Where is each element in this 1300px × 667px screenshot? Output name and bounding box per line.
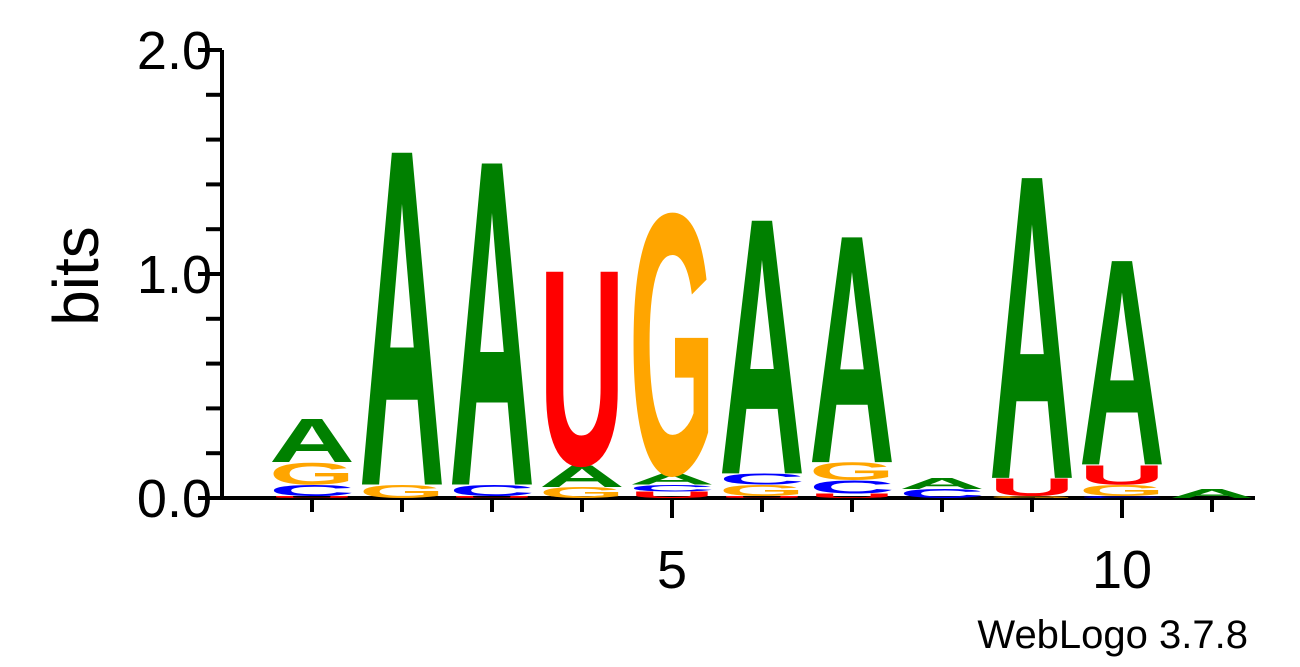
stack-position-9: GUA bbox=[989, 84, 1075, 571]
glyph-A: A bbox=[1079, 198, 1165, 528]
glyph-G: G bbox=[989, 495, 1075, 498]
glyph-U: U bbox=[629, 490, 715, 500]
glyph-C: C bbox=[449, 482, 535, 499]
glyph-G: G bbox=[629, 137, 715, 553]
y-axis-label: bits bbox=[40, 226, 112, 326]
glyph-G: G bbox=[539, 484, 625, 501]
glyph-U: U bbox=[809, 492, 895, 499]
stack-position-8: CA bbox=[899, 475, 985, 501]
glyph-C: C bbox=[629, 483, 715, 493]
stack-position-4: GAU bbox=[539, 212, 625, 524]
glyph-A: A bbox=[359, 49, 445, 588]
weblogo-credit: WebLogo 3.7.8 bbox=[977, 613, 1248, 657]
glyph-G: G bbox=[809, 458, 895, 486]
x-tick-label: 10 bbox=[1092, 540, 1152, 600]
stack-position-3: UCA bbox=[449, 63, 535, 585]
glyph-A: A bbox=[539, 458, 625, 493]
glyph-C: C bbox=[809, 477, 895, 498]
glyph-C: C bbox=[1079, 495, 1165, 498]
glyph-U: U bbox=[539, 212, 625, 524]
glyph-A: A bbox=[809, 167, 895, 532]
stack-position-2: GA bbox=[359, 49, 445, 588]
glyph-C: C bbox=[899, 487, 985, 501]
glyph-G: G bbox=[1079, 482, 1165, 499]
glyph-U: U bbox=[1079, 459, 1165, 491]
glyph-C: C bbox=[719, 471, 805, 488]
glyph-A: A bbox=[719, 143, 805, 552]
glyph-U: U bbox=[449, 495, 535, 498]
y-tick-label: 1.0 bbox=[137, 245, 212, 305]
x-tick-label: 5 bbox=[657, 540, 687, 600]
glyph-U: U bbox=[269, 495, 355, 498]
y-tick-label: 2.0 bbox=[137, 21, 212, 81]
glyph-C: C bbox=[269, 482, 355, 499]
glyph-U: U bbox=[989, 474, 1075, 502]
y-tick-label: 0.0 bbox=[137, 469, 212, 529]
glyph-A: A bbox=[449, 63, 535, 585]
glyph-G: G bbox=[719, 482, 805, 499]
stack-position-11: A bbox=[1169, 487, 1255, 501]
glyph-A: A bbox=[899, 475, 985, 492]
glyph-A: A bbox=[629, 471, 715, 488]
axes: 0.0 1.0 2.0 5 10 bbox=[137, 21, 1255, 600]
glyph-A: A bbox=[1169, 487, 1255, 501]
glyph-U: U bbox=[719, 495, 805, 498]
glyph-A: A bbox=[269, 406, 355, 476]
glyph-G: G bbox=[359, 482, 445, 503]
glyph-A: A bbox=[989, 84, 1075, 571]
glyph-G: G bbox=[269, 456, 355, 491]
